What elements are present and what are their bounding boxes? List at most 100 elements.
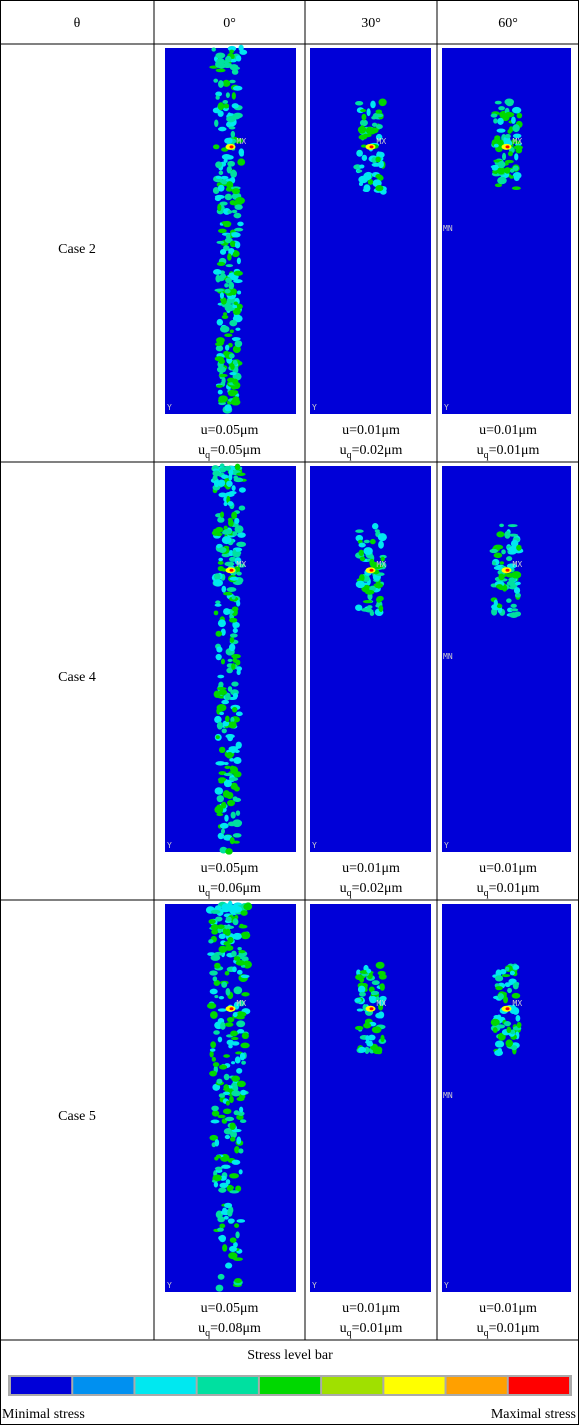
stress-spot bbox=[218, 80, 224, 88]
max-marker: MX bbox=[513, 137, 523, 146]
stress-spot bbox=[234, 463, 241, 471]
stress-spot bbox=[211, 929, 219, 935]
stress-spot bbox=[513, 964, 520, 970]
stress-spot bbox=[221, 536, 232, 545]
stress-spot bbox=[497, 117, 504, 125]
stress-spot bbox=[219, 201, 228, 206]
stress-spot bbox=[510, 539, 519, 548]
stress-spot bbox=[237, 1029, 245, 1034]
stress-spot bbox=[499, 523, 505, 528]
stress-spot bbox=[510, 608, 519, 612]
stress-spot bbox=[215, 161, 223, 169]
stress-spot bbox=[506, 580, 516, 586]
stress-spot bbox=[366, 1041, 374, 1047]
stress-spot bbox=[508, 126, 514, 133]
legend-swatch bbox=[73, 1377, 134, 1394]
stress-spot bbox=[213, 479, 220, 488]
stress-spot bbox=[224, 137, 233, 144]
stress-spot bbox=[512, 124, 520, 133]
stress-spot bbox=[212, 1083, 221, 1091]
stress-spot bbox=[502, 152, 507, 161]
stress-spot bbox=[356, 169, 363, 173]
stress-spot bbox=[217, 565, 225, 572]
stress-spot bbox=[223, 591, 233, 596]
stress-spot bbox=[233, 1257, 244, 1261]
displacement-uq: uq=0.01μm bbox=[340, 1321, 403, 1339]
stress-spot bbox=[231, 69, 239, 75]
stress-spot bbox=[219, 822, 229, 829]
stress-spot bbox=[231, 1090, 241, 1097]
stress-spot bbox=[369, 538, 376, 545]
stress-spot bbox=[218, 1234, 227, 1243]
stress-spot bbox=[497, 993, 504, 1000]
stress-spot bbox=[224, 561, 235, 567]
stress-spot bbox=[375, 109, 383, 115]
stress-spot bbox=[364, 1046, 370, 1055]
stress-spot bbox=[368, 986, 375, 993]
stress-spot bbox=[354, 998, 361, 1003]
stress-spot bbox=[506, 563, 517, 569]
stress-spot bbox=[505, 99, 514, 107]
stress-spot bbox=[235, 741, 242, 749]
stress-spot bbox=[225, 178, 234, 182]
stress-spot bbox=[494, 183, 503, 188]
stress-spot bbox=[232, 628, 238, 634]
displacement-uq: uq=0.08μm bbox=[198, 1321, 261, 1339]
stress-spot bbox=[217, 517, 225, 523]
stress-spot bbox=[509, 970, 515, 976]
stress-spot bbox=[239, 923, 244, 927]
stress-spot bbox=[362, 133, 372, 138]
stress-spot bbox=[229, 636, 235, 643]
stress-spot bbox=[216, 366, 227, 373]
stress-spot bbox=[220, 297, 227, 305]
stress-contour-image: MX Y bbox=[310, 48, 431, 414]
stress-spot bbox=[240, 1042, 250, 1049]
stress-spot bbox=[228, 1044, 233, 1049]
stress-spot bbox=[212, 470, 221, 477]
stress-spot bbox=[516, 544, 522, 551]
stress-spot bbox=[213, 610, 219, 616]
legend-swatch bbox=[259, 1377, 321, 1394]
stress-spot bbox=[215, 653, 222, 661]
stress-spot bbox=[238, 505, 246, 511]
stress-spot bbox=[228, 126, 236, 130]
stress-spot bbox=[220, 1021, 226, 1030]
stress-spot bbox=[233, 301, 238, 306]
stress-spot bbox=[493, 599, 498, 607]
displacement-u: u=0.01μm bbox=[342, 861, 400, 876]
stress-spot bbox=[225, 848, 233, 855]
stress-spot bbox=[231, 92, 236, 100]
stress-spot bbox=[236, 1020, 246, 1028]
stress-spot bbox=[505, 982, 514, 986]
stress-spot bbox=[223, 1054, 230, 1058]
stress-spot bbox=[222, 79, 231, 87]
stress-spot bbox=[235, 960, 246, 966]
stress-spot bbox=[217, 184, 225, 192]
hot-core bbox=[229, 568, 234, 572]
stress-spot bbox=[508, 546, 517, 554]
stress-spot bbox=[228, 1252, 238, 1260]
stress-spot bbox=[511, 138, 518, 144]
stress-spot bbox=[231, 485, 236, 492]
stress-spot bbox=[216, 318, 224, 326]
stress-spot bbox=[216, 812, 224, 817]
displacement-u: u=0.05μm bbox=[201, 423, 259, 438]
stress-spot bbox=[236, 666, 243, 672]
stress-spot bbox=[225, 692, 231, 701]
displacement-u: u=0.01μm bbox=[479, 1301, 537, 1316]
uq-base: u bbox=[198, 443, 205, 458]
stress-spot bbox=[229, 757, 235, 762]
stress-spot bbox=[377, 533, 387, 542]
stress-spot bbox=[231, 1128, 242, 1133]
stress-spot bbox=[363, 172, 372, 181]
stress-spot bbox=[234, 340, 243, 348]
hot-core bbox=[369, 568, 374, 572]
stress-spot bbox=[513, 548, 524, 554]
stress-spot bbox=[210, 909, 221, 914]
legend-swatch bbox=[11, 1377, 72, 1394]
stress-spot bbox=[226, 165, 233, 174]
legend-swatch bbox=[446, 1377, 507, 1394]
stress-spot bbox=[225, 307, 235, 312]
stress-spot bbox=[231, 950, 237, 957]
stress-spot bbox=[499, 969, 507, 975]
